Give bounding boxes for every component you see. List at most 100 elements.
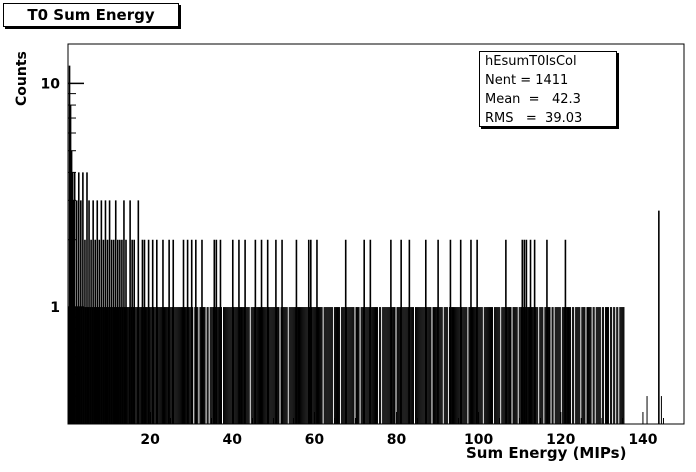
histogram-bin	[292, 307, 294, 424]
histogram-bin	[459, 307, 461, 424]
axis-ticks: 20 40 60 80 100 120 140 1 10	[41, 76, 685, 448]
histogram-bin	[406, 307, 408, 424]
histogram-bin	[178, 307, 180, 424]
histogram-bin	[405, 307, 407, 424]
histogram-bin	[490, 307, 493, 424]
histogram-bin	[439, 307, 441, 424]
histogram-bin	[328, 307, 330, 424]
histogram-bin	[492, 307, 494, 424]
histogram-bin	[307, 307, 309, 424]
histogram-bin	[211, 307, 213, 424]
histogram-bin	[441, 307, 443, 424]
histogram-bin	[458, 307, 460, 424]
histogram-bin	[567, 307, 570, 424]
histogram-bin	[202, 307, 204, 424]
histogram-bin	[489, 307, 491, 424]
histogram-bin	[604, 307, 606, 424]
histogram-bin	[245, 307, 247, 424]
histogram-bin	[199, 307, 201, 424]
histogram-bin	[559, 307, 561, 424]
histogram-bin	[362, 307, 364, 424]
histogram-bin	[334, 307, 336, 424]
histogram-bin	[572, 307, 574, 424]
histogram-bin	[355, 307, 357, 424]
histogram-bin	[255, 307, 257, 424]
histogram-bin	[403, 307, 405, 424]
histogram-bin	[401, 307, 403, 424]
histogram-bin	[110, 307, 112, 424]
histogram-bin	[579, 307, 581, 424]
histogram-bin	[166, 307, 168, 424]
histogram-bin	[599, 307, 601, 424]
histogram-bin	[371, 307, 373, 424]
histogram-bin	[613, 307, 615, 424]
histogram-bin	[466, 307, 468, 424]
histogram-bin	[159, 307, 161, 424]
histogram-bin	[294, 307, 296, 424]
histogram-bin	[387, 307, 389, 424]
histogram-bin	[126, 307, 128, 424]
histogram-bin	[258, 307, 260, 424]
histogram-bin	[274, 307, 276, 424]
histogram-bin	[118, 307, 120, 424]
histogram-bin	[200, 307, 202, 424]
histogram-bin	[186, 307, 188, 424]
histogram-bin	[184, 307, 186, 424]
histogram-bin	[436, 307, 438, 424]
histogram-bin	[112, 307, 114, 424]
histogram-bin	[194, 307, 196, 424]
histogram-bin	[507, 307, 509, 424]
x-tick-label: 120	[546, 432, 575, 448]
histogram-bin	[457, 307, 459, 424]
histogram-bin	[357, 307, 359, 424]
histogram-bin	[142, 307, 144, 424]
histogram-bin	[453, 307, 455, 424]
histogram-bin	[512, 307, 514, 424]
histogram-bin	[192, 307, 194, 424]
histogram-bin	[448, 307, 450, 424]
histogram-bin	[147, 307, 149, 424]
histogram-bin	[305, 307, 307, 424]
histogram-bin	[209, 307, 211, 424]
histogram-bin	[440, 307, 442, 424]
histogram-bin	[130, 307, 132, 424]
histogram-bin	[545, 307, 547, 424]
histogram-bin	[313, 307, 315, 424]
histogram-bin	[593, 307, 595, 424]
histogram-bin	[488, 307, 490, 424]
histogram-bin	[134, 307, 136, 424]
histogram-bin	[389, 307, 391, 424]
histogram-bin	[120, 307, 122, 424]
histogram-bin	[583, 307, 585, 424]
y-tick-label: 1	[50, 300, 60, 316]
histogram-bin	[293, 307, 295, 424]
histogram-bin	[528, 307, 530, 424]
histogram-bin	[595, 307, 597, 424]
histogram-bin	[181, 307, 183, 424]
histogram-bin	[388, 307, 390, 424]
histogram-bin	[75, 307, 77, 424]
histogram-bin	[561, 307, 563, 424]
histogram-bin	[380, 307, 382, 424]
histogram-bin	[384, 307, 386, 424]
histogram-bin	[532, 307, 534, 424]
histogram-bin	[140, 307, 142, 424]
histogram-bin	[167, 307, 169, 424]
x-tick-label: 60	[305, 432, 325, 448]
histogram-bin	[350, 307, 352, 424]
histogram-bin	[428, 307, 430, 424]
histogram-bin	[236, 307, 238, 424]
histogram-bin	[461, 307, 463, 424]
histogram-bin	[282, 307, 284, 424]
histogram-bin	[212, 307, 214, 424]
histogram-bin	[622, 307, 624, 424]
histogram-bin	[297, 307, 299, 424]
histogram-bin	[311, 307, 313, 424]
histogram-bin	[347, 307, 349, 424]
histogram-bin	[360, 307, 362, 424]
histogram-bin	[302, 307, 304, 424]
histogram-bin	[174, 307, 176, 424]
histogram-bin	[418, 307, 420, 424]
histogram-bin	[537, 307, 539, 424]
histogram-bin	[335, 307, 337, 424]
